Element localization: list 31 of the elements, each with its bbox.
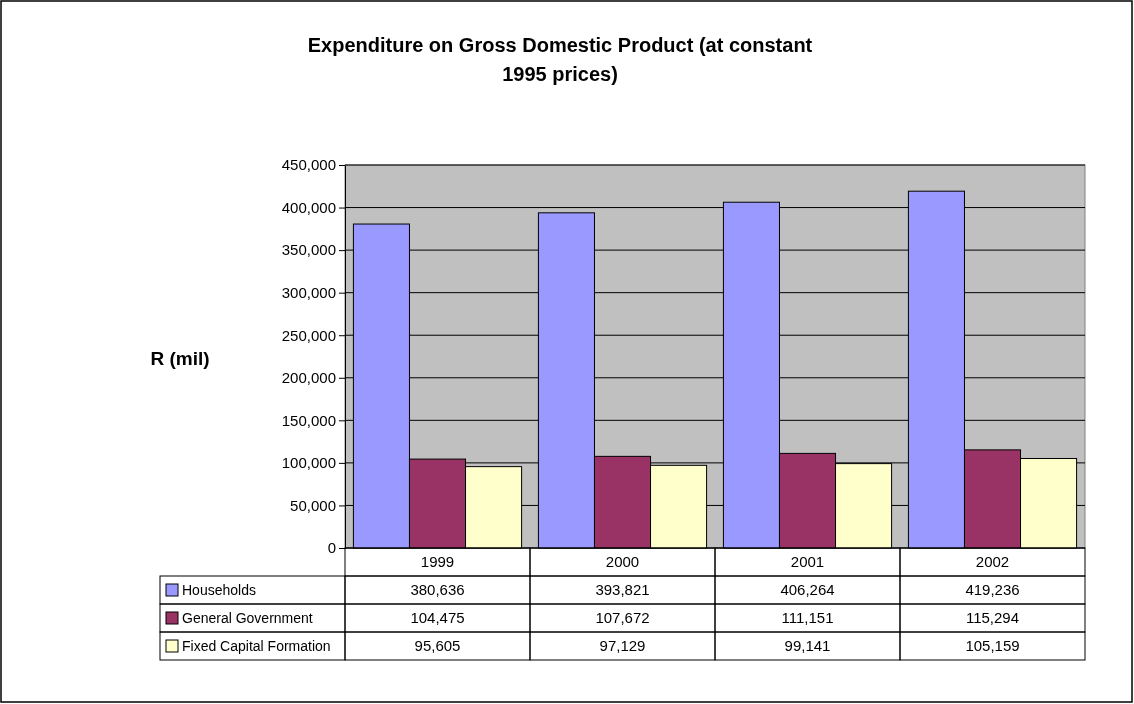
data-label: 107,672 (595, 609, 650, 626)
y-tick-label: 0 (327, 539, 336, 557)
x-tick-label: 2002 (975, 553, 1010, 570)
data-label: 115,294 (965, 609, 1020, 626)
y-tick-label: 400,000 (281, 198, 336, 216)
chart-title: Expenditure on Gross Domestic Product (at constant 1995 prices) (307, 34, 813, 85)
data-label: 406,264 (780, 581, 835, 598)
y-tick-label: 250,000 (281, 326, 336, 344)
legend-label: Fixed Capital Formation (182, 638, 331, 654)
data-label: 104,475 (410, 609, 465, 626)
x-tick-label: 2000 (605, 553, 640, 570)
y-tick-label: 100,000 (281, 454, 336, 472)
data-label: 111,151 (781, 609, 834, 626)
data-label: 380,636 (410, 581, 465, 598)
y-tick-label: 350,000 (281, 241, 336, 259)
y-tick-label: 50,000 (290, 496, 336, 514)
legend-label: General Government (182, 610, 313, 626)
x-tick-label: 1999 (420, 553, 455, 570)
y-tick-label: 450,000 (281, 156, 336, 174)
y-tick-label: 200,000 (281, 369, 336, 387)
data-label: 105,159 (965, 637, 1020, 654)
y-axis-title: R (mil) (150, 348, 210, 369)
data-label: 97,129 (599, 637, 646, 654)
y-tick-label: 150,000 (281, 411, 336, 429)
y-tick-label: 300,000 (281, 283, 336, 301)
data-label: 95,605 (414, 637, 461, 654)
legend-label: Households (182, 582, 256, 598)
data-label: 419,236 (965, 581, 1020, 598)
data-label: 393,821 (595, 581, 650, 598)
data-label: 99,141 (784, 637, 831, 654)
x-tick-label: 2001 (790, 553, 825, 570)
